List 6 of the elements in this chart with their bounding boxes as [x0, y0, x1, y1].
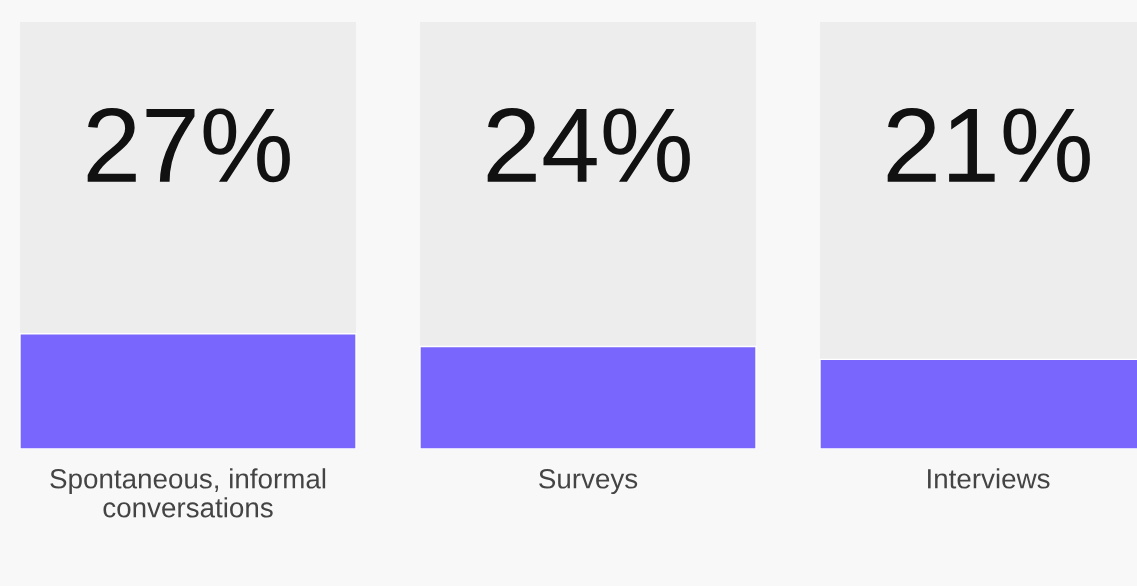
data-label: 27%	[87, 107, 290, 183]
data-label: 24%	[487, 107, 690, 183]
x-tick-label: Surveys	[539, 468, 638, 495]
data-label: 21%	[887, 107, 1090, 183]
x-tick-label: Spontaneous, informal conversations	[50, 468, 326, 518]
x-tick-label: Interviews	[928, 468, 1050, 489]
